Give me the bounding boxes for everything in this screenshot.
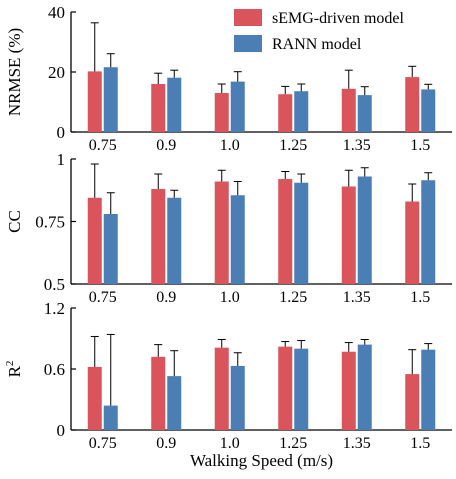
bar-rann bbox=[294, 91, 309, 132]
x-axis-label: Walking Speed (m/s) bbox=[190, 451, 333, 470]
bar-semg bbox=[214, 347, 229, 430]
bar-rann bbox=[357, 95, 372, 132]
x-tick-label: 1.25 bbox=[279, 289, 307, 306]
y-axis-label-text: CC bbox=[5, 210, 24, 233]
bar-semg bbox=[87, 71, 102, 132]
bar-semg bbox=[341, 88, 356, 132]
bar-semg bbox=[151, 84, 166, 132]
legend-swatch bbox=[234, 35, 262, 52]
x-tick-label: 0.75 bbox=[89, 289, 117, 306]
x-tick-label: 0.75 bbox=[89, 435, 117, 452]
y-tick-label: 20 bbox=[48, 63, 65, 82]
bar-rann bbox=[357, 344, 372, 430]
bar-rann bbox=[167, 197, 182, 284]
bar-semg bbox=[151, 356, 166, 430]
y-tick-label: 40 bbox=[48, 3, 65, 22]
x-tick-label: 1.0 bbox=[220, 289, 240, 306]
bar-semg bbox=[278, 346, 293, 430]
bar-rann bbox=[421, 180, 436, 284]
y-axis-label: NRMSE (%) bbox=[5, 28, 24, 116]
bar-semg bbox=[405, 201, 420, 284]
legend-label: sEMG-driven model bbox=[272, 10, 405, 27]
bar-semg bbox=[341, 186, 356, 284]
y-axis-label-text: R bbox=[5, 365, 24, 377]
x-tick-label: 0.75 bbox=[89, 137, 117, 154]
bar-rann bbox=[230, 81, 245, 132]
bar-semg bbox=[405, 77, 420, 132]
bar-rann bbox=[421, 89, 436, 132]
y-tick-label: 0.6 bbox=[44, 360, 65, 379]
x-tick-label: 0.9 bbox=[156, 435, 176, 452]
bar-semg bbox=[87, 366, 102, 430]
bar-semg bbox=[151, 189, 166, 284]
bar-rann bbox=[103, 405, 118, 430]
bar-rann bbox=[421, 349, 436, 430]
y-axis-label: R2 bbox=[4, 361, 24, 378]
bar-rann bbox=[103, 67, 118, 132]
x-tick-label: 1.5 bbox=[410, 289, 430, 306]
legend-label: RANN model bbox=[272, 36, 362, 53]
bar-semg bbox=[341, 351, 356, 430]
y-tick-label: 0.5 bbox=[44, 275, 65, 294]
bar-semg bbox=[214, 181, 229, 284]
y-tick-label: 0 bbox=[57, 123, 66, 142]
bar-rann bbox=[294, 348, 309, 430]
x-tick-label: 1.35 bbox=[343, 137, 371, 154]
x-tick-label: 0.9 bbox=[156, 289, 176, 306]
y-axis-label: CC bbox=[5, 210, 24, 233]
y-axis-label-superscript: 2 bbox=[4, 361, 16, 367]
x-tick-label: 1.35 bbox=[343, 435, 371, 452]
y-tick-label: 1.2 bbox=[44, 299, 65, 318]
x-tick-label: 1.5 bbox=[410, 435, 430, 452]
bar-rann bbox=[230, 195, 245, 284]
bar-rann bbox=[357, 176, 372, 284]
x-tick-label: 1.35 bbox=[343, 289, 371, 306]
bar-semg bbox=[214, 93, 229, 132]
x-tick-label: 1.25 bbox=[279, 137, 307, 154]
x-tick-label: 1.0 bbox=[220, 435, 240, 452]
bar-semg bbox=[405, 374, 420, 430]
x-tick-label: 1.0 bbox=[220, 137, 240, 154]
x-tick-label: 0.9 bbox=[156, 137, 176, 154]
x-tick-label: 1.5 bbox=[410, 137, 430, 154]
bar-semg bbox=[278, 179, 293, 284]
bar-rann bbox=[167, 77, 182, 132]
bar-rann bbox=[103, 214, 118, 284]
y-axis-label-text: NRMSE (%) bbox=[5, 28, 24, 116]
y-tick-label: 0.75 bbox=[35, 213, 65, 232]
legend-swatch bbox=[234, 9, 262, 26]
bar-semg bbox=[87, 197, 102, 284]
bar-rann bbox=[167, 376, 182, 430]
y-tick-label: 1 bbox=[57, 150, 66, 169]
bar-semg bbox=[278, 94, 293, 132]
x-tick-label: 1.25 bbox=[279, 435, 307, 452]
bar-rann bbox=[294, 182, 309, 284]
bar-rann bbox=[230, 365, 245, 430]
y-tick-label: 0 bbox=[57, 421, 66, 440]
